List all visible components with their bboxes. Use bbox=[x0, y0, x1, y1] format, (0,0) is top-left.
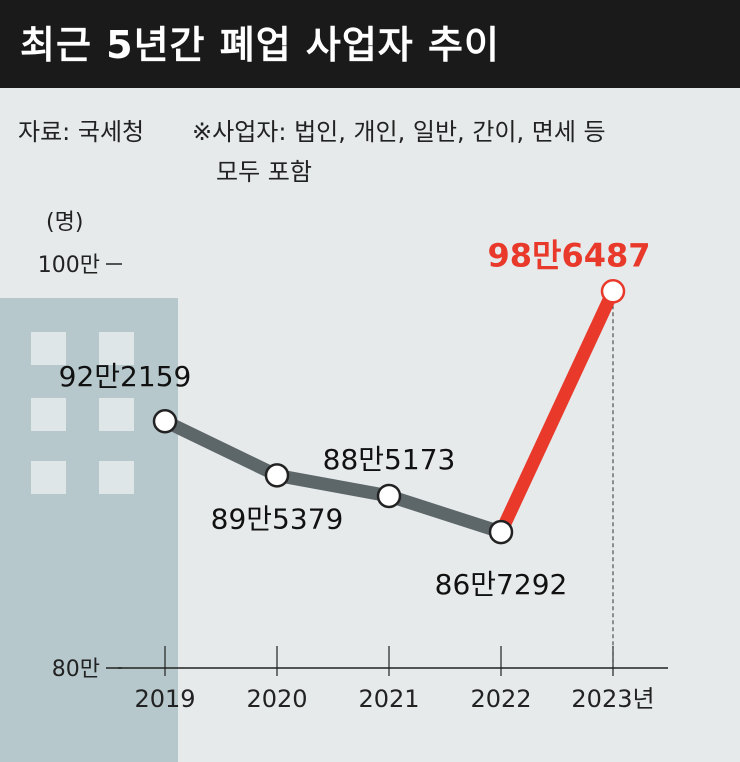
building-shape bbox=[0, 298, 178, 762]
chart-title: 최근 5년간 폐업 사업자 추이 bbox=[20, 23, 500, 67]
series-line-red bbox=[494, 284, 620, 539]
source-text: 자료: 국세청 bbox=[18, 118, 145, 146]
data-point bbox=[152, 408, 178, 434]
data-point-highlight bbox=[600, 279, 626, 304]
data-label: 86만7292 bbox=[435, 568, 568, 601]
x-tick-label: 2020 bbox=[246, 685, 307, 713]
building-window bbox=[99, 461, 134, 494]
y-tick-label: 100만 bbox=[38, 253, 100, 278]
series-line-gray bbox=[158, 414, 508, 539]
building-window bbox=[31, 398, 66, 431]
data-point bbox=[488, 519, 514, 545]
note-line-1: ※사업자: 법인, 개인, 일반, 간이, 면세 등 bbox=[192, 118, 606, 146]
building-window bbox=[99, 398, 134, 431]
data-label: 88만5173 bbox=[323, 443, 456, 476]
data-label: 89만5379 bbox=[211, 502, 344, 535]
x-tick-label: 2023년 bbox=[571, 685, 654, 713]
note-line-2: 모두 포함 bbox=[216, 158, 312, 186]
header-bar: 최근 5년간 폐업 사업자 추이 bbox=[0, 0, 740, 88]
y-tick-label: 80만 bbox=[52, 657, 100, 682]
data-point bbox=[264, 463, 290, 488]
x-tick-label: 2022 bbox=[470, 685, 531, 713]
x-tick-label: 2019 bbox=[134, 685, 195, 713]
building-window bbox=[99, 332, 134, 365]
data-point bbox=[376, 483, 402, 509]
data-label: 92만2159 bbox=[59, 360, 192, 393]
x-tick-label: 2021 bbox=[358, 685, 419, 713]
data-label-highlight: 98만6487 bbox=[487, 236, 650, 274]
building-window bbox=[31, 461, 66, 494]
building-window bbox=[31, 332, 66, 365]
y-unit-label: (명) bbox=[46, 210, 84, 235]
